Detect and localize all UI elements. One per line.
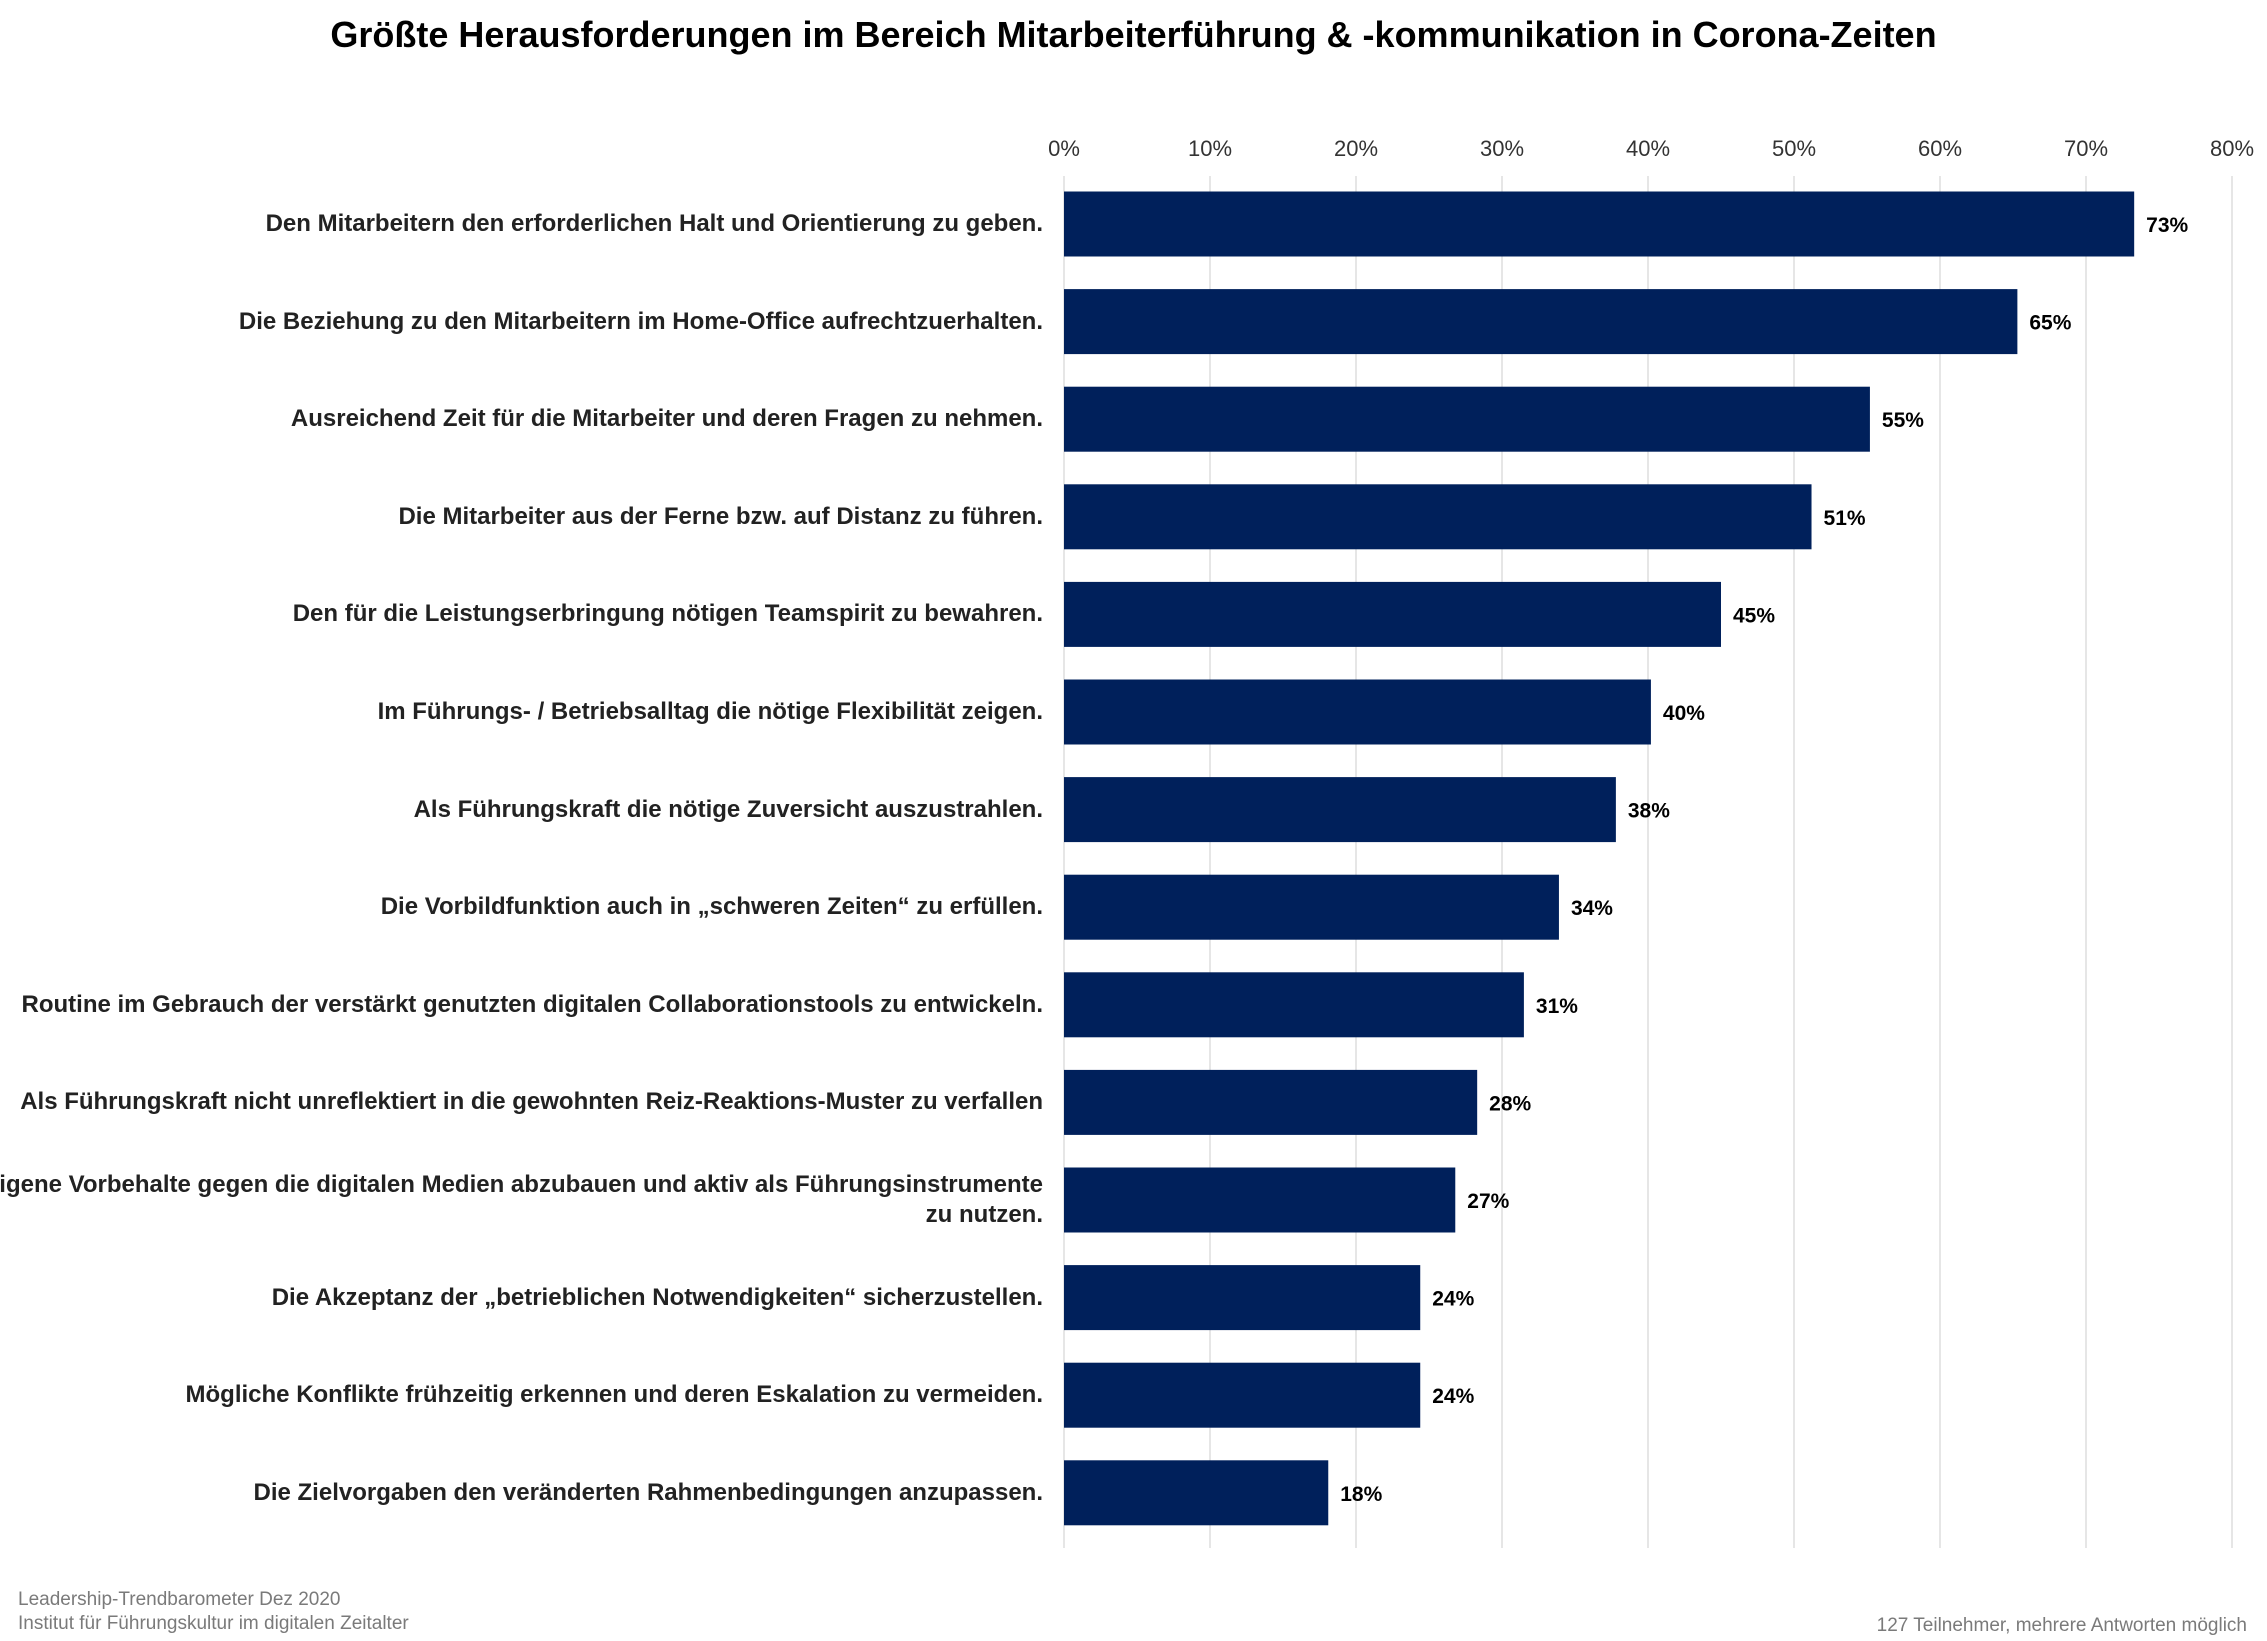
source-line-1: Leadership-Trendbarometer Dez 2020 [18, 1589, 341, 1610]
bar [1064, 191, 2135, 257]
source-footer: Leadership-Trendbarometer Dez 2020 Insti… [18, 1588, 409, 1636]
bar [1064, 1362, 1421, 1428]
category-label: Als Führungskraft die nötige Zuversicht … [413, 795, 1043, 823]
x-tick-label: 10% [1188, 136, 1232, 161]
value-label: 31% [1536, 995, 1578, 1018]
chart-title: Größte Herausforderungen im Bereich Mita… [330, 14, 1937, 55]
x-tick-label: 0% [1048, 136, 1080, 161]
bar [1064, 874, 1559, 940]
value-label: 18% [1340, 1483, 1382, 1506]
value-labels: 73% 65% 55% 51% 45% 40% 38% 34% 31% 28% 27% 24% 24% 1… [1340, 214, 2188, 1506]
value-label: 34% [1571, 897, 1613, 920]
category-label: Die Vorbildfunktion auch in „schweren Ze… [380, 893, 1043, 921]
category-label: Die Mitarbeiter aus der Ferne bzw. auf D… [398, 502, 1043, 530]
category-label: Im Führungs- / Betriebsalltag die nötige… [377, 698, 1043, 725]
category-label: Routine im Gebrauch der verstärkt genutz… [21, 990, 1044, 1018]
bar [1064, 1265, 1421, 1331]
bar [1064, 1167, 1456, 1233]
value-label: 65% [2029, 312, 2071, 335]
value-label: 38% [1628, 800, 1670, 823]
value-label: 73% [2146, 214, 2188, 237]
x-tick-label: 80% [2210, 136, 2254, 161]
bar [1064, 289, 2018, 355]
bar [1064, 581, 1721, 647]
value-label: 51% [1824, 507, 1866, 530]
category-label: Eigene Vorbehalte gegen die digitalen Me… [0, 1171, 1043, 1228]
category-label: Ausreichend Zeit für die Mitarbeiter und… [290, 405, 1043, 433]
value-label: 24% [1432, 1288, 1474, 1311]
source-line-2: Institut für Führungskultur im digitalen… [18, 1613, 409, 1634]
value-label: 24% [1432, 1385, 1474, 1408]
category-label: Als Führungskraft nicht unreflektiert in… [20, 1088, 1043, 1116]
category-label: Mögliche Konflikte frühzeitig erkennen u… [185, 1381, 1043, 1409]
bars [1064, 191, 2135, 1526]
bar [1064, 386, 1870, 452]
category-label: Die Zielvorgaben den veränderten Rahmenb… [253, 1478, 1044, 1506]
value-label: 28% [1489, 1092, 1531, 1115]
x-axis-ticks: 0% 10% 20% 30% 40% 50% 60% 70% 80% [1048, 136, 2254, 161]
participants-note: 127 Teilnehmer, mehrere Antworten möglic… [1876, 1615, 2247, 1636]
bar [1064, 972, 1524, 1038]
x-tick-label: 20% [1334, 136, 1378, 161]
x-tick-label: 70% [2064, 136, 2108, 161]
x-tick-label: 40% [1626, 136, 1670, 161]
grid-lines [1063, 176, 2233, 1548]
x-tick-label: 30% [1480, 136, 1524, 161]
x-tick-label: 60% [1918, 136, 1962, 161]
category-label: Die Beziehung zu den Mitarbeitern im Hom… [238, 307, 1043, 335]
x-tick-label: 50% [1772, 136, 1816, 161]
category-label: Den Mitarbeitern den erforderlichen Halt… [265, 210, 1043, 237]
category-label: Den für die Leistungserbringung nötigen … [292, 600, 1043, 628]
bar [1064, 679, 1651, 745]
value-label: 55% [1882, 409, 1924, 432]
value-label: 40% [1663, 702, 1705, 725]
bar [1064, 484, 1812, 550]
value-label: 27% [1467, 1190, 1509, 1213]
bar [1064, 777, 1616, 843]
value-label: 45% [1733, 604, 1775, 627]
bar [1064, 1069, 1478, 1135]
category-label: Die Akzeptanz der „betrieblichen Notwend… [271, 1283, 1043, 1311]
bar [1064, 1460, 1329, 1526]
